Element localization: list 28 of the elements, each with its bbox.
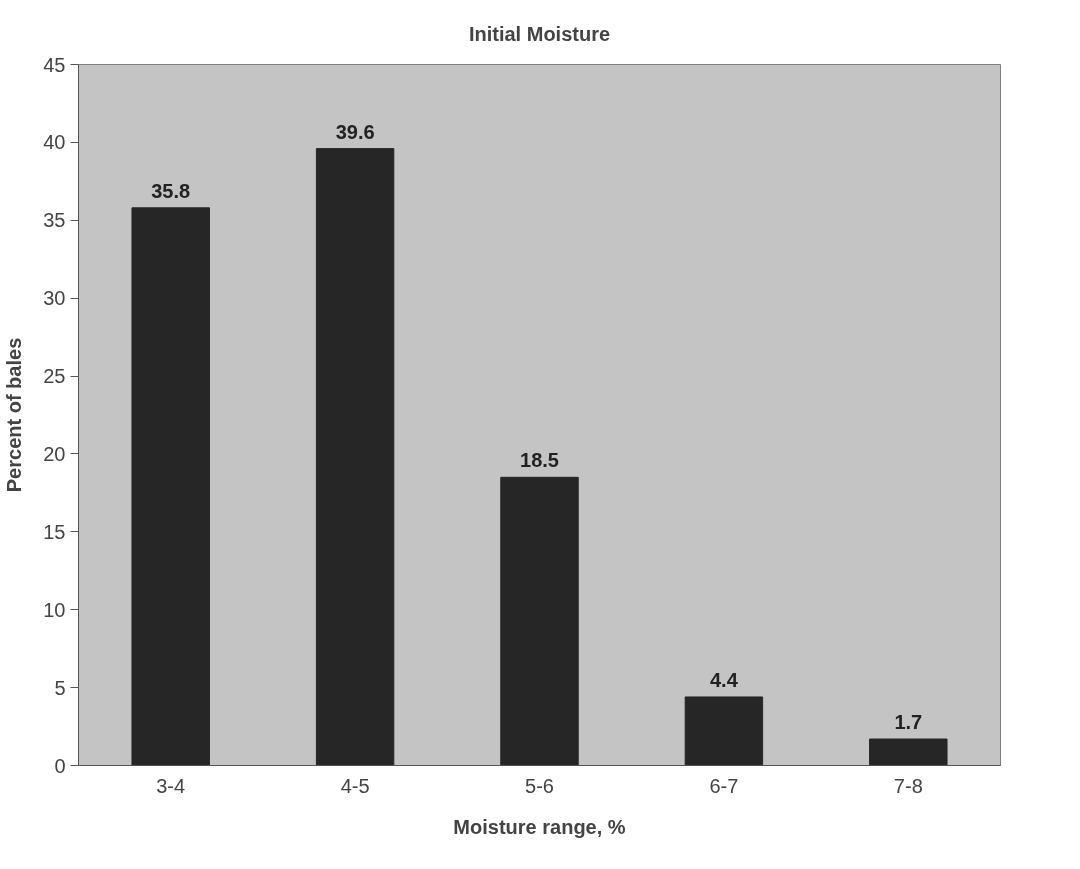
data-label: 4.4 [710,668,739,691]
data-label: 39.6 [335,120,375,143]
y-tick-label: 30 [43,287,66,310]
x-axis-title: Moisture range, % [453,815,626,838]
chart-title: Initial Moisture [468,22,611,45]
data-label: 18.5 [520,449,559,472]
x-tick-label: 3-4 [156,774,186,797]
data-label: 35.8 [151,179,191,202]
y-tick-label: 10 [43,598,66,621]
y-tick-label: 20 [43,442,66,465]
x-tick-label: 6-7 [709,774,739,797]
bar [131,207,210,766]
x-tick-label: 5-6 [525,774,554,797]
y-tick-label: 40 [43,131,66,154]
y-axis-title: Percent of bales [3,337,26,493]
y-tick-label: 5 [54,676,66,699]
bar [500,476,579,766]
data-label: 1.7 [894,711,923,734]
x-tick-label: 7-8 [893,774,923,797]
y-tick-label: 0 [54,754,66,777]
x-tick-label: 4-5 [340,774,370,797]
y-tick-label: 35 [43,209,66,232]
bar [684,696,764,766]
bar [315,148,395,766]
bar [869,738,948,766]
y-tick-label: 25 [43,365,66,388]
y-tick-label: 15 [43,520,66,543]
y-tick-label: 45 [43,53,66,76]
